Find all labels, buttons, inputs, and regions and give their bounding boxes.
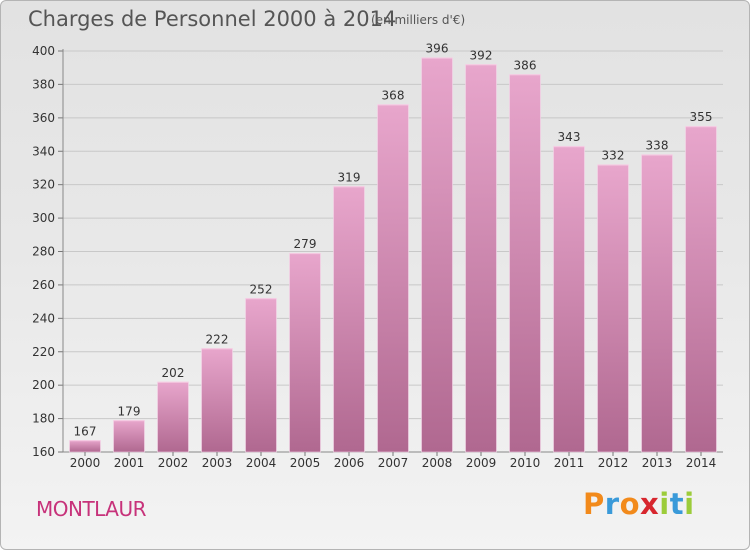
x-tick-label: 2005 [290, 456, 321, 470]
y-tick-label: 260 [32, 278, 55, 292]
bar [113, 419, 145, 453]
y-tick-label: 280 [32, 245, 55, 259]
data-label: 167 [74, 424, 97, 438]
x-tick-label: 2010 [510, 456, 541, 470]
data-label: 252 [250, 282, 273, 296]
data-label: 179 [118, 404, 141, 418]
y-tick-label: 340 [32, 144, 55, 158]
x-tick-label: 2000 [70, 456, 101, 470]
data-label: 319 [338, 170, 361, 184]
data-label: 368 [382, 88, 405, 102]
bar [157, 381, 189, 453]
x-tick-label: 2003 [202, 456, 233, 470]
x-tick-label: 2004 [246, 456, 277, 470]
logo-letter: P [583, 487, 605, 521]
data-label: 355 [690, 110, 713, 124]
y-tick-label: 200 [32, 378, 55, 392]
bar [597, 164, 629, 453]
bar [553, 145, 585, 453]
bar [333, 186, 365, 453]
chart-title: Charges de Personnel 2000 à 2014 [28, 7, 397, 31]
bar [509, 74, 541, 453]
x-tick-label: 2002 [158, 456, 189, 470]
data-label: 343 [558, 130, 581, 144]
y-tick-label: 240 [32, 311, 55, 325]
bar [289, 252, 321, 453]
x-tick-label: 2013 [642, 456, 673, 470]
x-tick-label: 2009 [466, 456, 497, 470]
bar [641, 154, 673, 453]
logo-letter: x [640, 487, 660, 521]
x-tick-label: 2012 [598, 456, 629, 470]
y-tick-label: 180 [32, 412, 55, 426]
y-tick-label: 160 [32, 445, 55, 459]
x-tick-label: 2011 [554, 456, 585, 470]
place-name: MONTLAUR [36, 497, 147, 521]
data-label: 338 [646, 139, 669, 153]
bar [377, 104, 409, 453]
logo-letter: i [659, 487, 670, 521]
y-tick-label: 220 [32, 345, 55, 359]
bar [69, 440, 101, 453]
bar [465, 64, 497, 453]
data-label: 279 [294, 237, 317, 251]
logo-letter: o [619, 487, 641, 521]
unit-note: (en milliers d'€) [371, 13, 466, 27]
bar [201, 348, 233, 453]
bar [421, 57, 453, 453]
bar [245, 297, 277, 453]
x-tick-label: 2001 [114, 456, 145, 470]
x-tick-label: 2008 [422, 456, 453, 470]
logo-letter: t [669, 487, 685, 521]
data-label: 396 [426, 42, 449, 56]
y-tick-label: 400 [32, 44, 55, 58]
data-label: 386 [514, 58, 537, 72]
x-tick-label: 2014 [686, 456, 717, 470]
logo-letter: r [604, 487, 620, 521]
data-label: 202 [162, 366, 185, 380]
y-tick-label: 300 [32, 211, 55, 225]
data-label: 332 [602, 149, 625, 163]
y-tick-label: 360 [32, 111, 55, 125]
y-tick-label: 380 [32, 77, 55, 91]
proxiti-logo: Proxiti [583, 487, 695, 521]
logo-letter: i [684, 487, 695, 521]
x-tick-label: 2006 [334, 456, 365, 470]
bar [685, 125, 717, 453]
data-label: 222 [206, 332, 229, 346]
x-tick-label: 2007 [378, 456, 409, 470]
data-label: 392 [470, 48, 493, 62]
y-tick-label: 320 [32, 178, 55, 192]
